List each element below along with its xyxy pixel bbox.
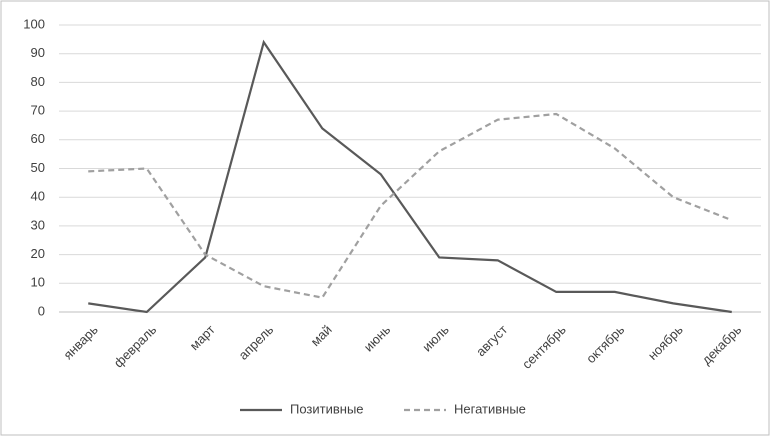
y-tick-label: 20 [31, 246, 45, 261]
y-tick-label: 70 [31, 103, 45, 118]
y-tick-label: 80 [31, 74, 45, 89]
y-tick-label: 30 [31, 217, 45, 232]
series-line [88, 112, 733, 299]
y-tick-label: 60 [31, 131, 45, 146]
series-line [88, 39, 732, 314]
y-tick-label: 40 [31, 189, 45, 204]
y-tick-label: 50 [31, 160, 45, 175]
y-tick-label: 0 [38, 303, 45, 318]
y-tick-label: 90 [31, 45, 45, 60]
legend-label: Негативные [454, 401, 526, 416]
legend-label: Позитивные [290, 401, 364, 416]
y-tick-label: 10 [31, 275, 45, 290]
y-tick-label: 100 [23, 16, 45, 31]
